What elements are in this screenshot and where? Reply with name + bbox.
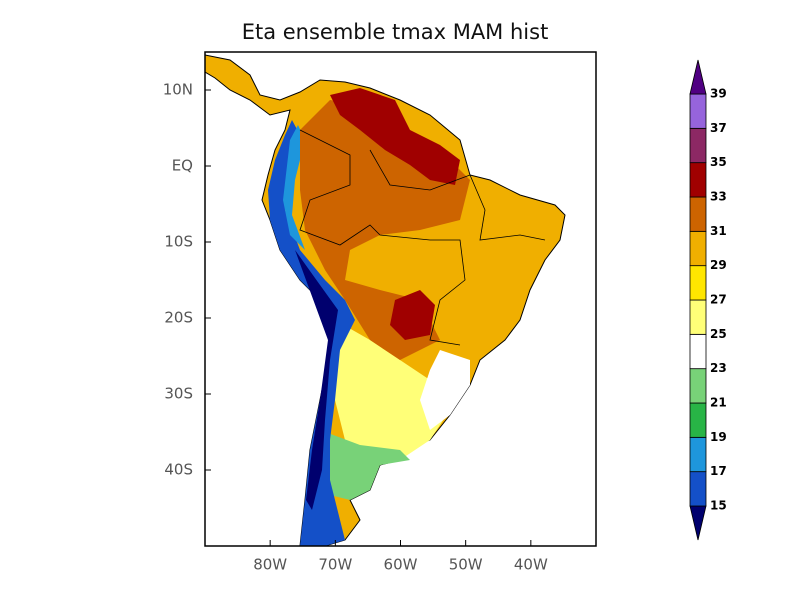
colorbar-label: 39 — [710, 87, 727, 101]
y-tick-label: 20S — [164, 309, 193, 327]
y-tick-label: 10N — [163, 81, 193, 99]
colorbar-box — [689, 162, 707, 198]
x-tick-label: 60W — [384, 556, 418, 574]
colorbar-box — [689, 127, 707, 164]
zone-dark-red-south — [390, 290, 435, 340]
y-tick-label: 10S — [164, 233, 193, 251]
colorbar-box — [689, 299, 707, 335]
colorbar-label: 25 — [710, 327, 727, 341]
zone-white — [420, 350, 470, 430]
x-tick-label: 80W — [253, 556, 287, 574]
colorbar-box — [689, 196, 707, 232]
colorbar-box — [689, 93, 707, 129]
colorbar-label: 21 — [710, 396, 727, 410]
y-tick-label: 30S — [164, 385, 193, 403]
colorbar-label: 35 — [710, 155, 727, 169]
x-tick-label: 50W — [449, 556, 483, 574]
colorbar-triangle — [689, 59, 707, 95]
zone-andes-cyan — [283, 125, 305, 250]
colorbar-box — [689, 230, 707, 267]
map-land — [205, 54, 566, 546]
zone-yellow — [335, 320, 450, 465]
x-tick-label: 40W — [514, 556, 548, 574]
colorbar-label: 15 — [710, 499, 727, 513]
colorbar-label: 27 — [710, 293, 727, 307]
borders — [369, 149, 546, 241]
colorbar-box — [689, 368, 707, 404]
zone-dark-red-north — [330, 88, 460, 185]
zone-andes-navy — [295, 250, 338, 510]
colorbar-box — [689, 333, 707, 370]
borders — [299, 129, 466, 346]
colorbar-label: 33 — [710, 190, 727, 204]
colorbar-label: 19 — [710, 430, 727, 444]
x-tick-label: 70W — [318, 556, 352, 574]
y-tick-label: EQ — [172, 157, 193, 175]
title: Eta ensemble tmax MAM hist — [242, 20, 549, 44]
colorbar-label: 31 — [710, 224, 727, 238]
colorbar-box — [689, 471, 707, 507]
zone-light-green — [315, 430, 410, 500]
colorbar-label: 17 — [710, 464, 727, 478]
colorbar-box — [689, 265, 707, 301]
colorbar-label: 23 — [710, 361, 727, 375]
colorbar-label: 29 — [710, 258, 727, 272]
colorbar-box — [689, 402, 707, 438]
y-tick-label: 40S — [164, 461, 193, 479]
colorbar-box — [689, 436, 707, 473]
colorbar-label: 37 — [710, 121, 727, 135]
colorbar-triangle — [689, 505, 707, 541]
